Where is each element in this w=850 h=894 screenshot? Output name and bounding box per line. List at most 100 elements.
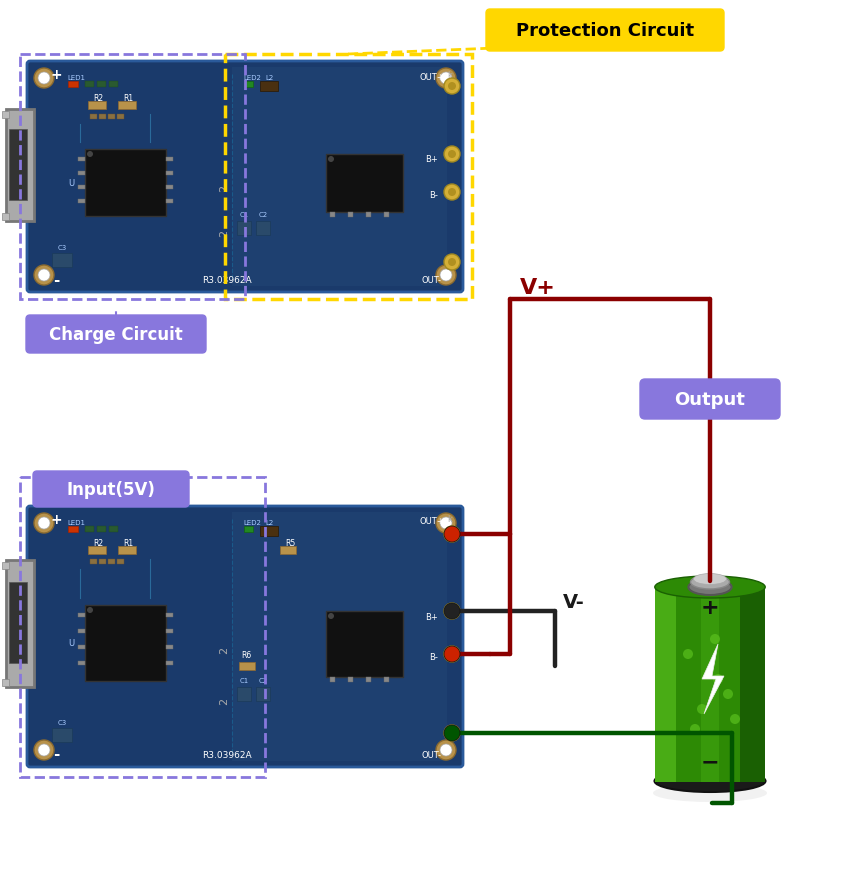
- Bar: [118, 102, 136, 110]
- Circle shape: [436, 513, 456, 534]
- Bar: [52, 254, 72, 267]
- Bar: [166, 629, 173, 633]
- Bar: [166, 158, 173, 162]
- Text: V+: V+: [520, 278, 556, 298]
- Circle shape: [440, 270, 452, 282]
- Text: U: U: [68, 639, 74, 648]
- Circle shape: [710, 634, 720, 645]
- Text: k: k: [448, 515, 452, 524]
- Text: C3: C3: [58, 245, 66, 250]
- Text: B+: B+: [425, 155, 438, 164]
- Bar: [118, 546, 136, 554]
- Bar: [97, 527, 106, 533]
- Circle shape: [444, 147, 460, 163]
- Text: L2: L2: [266, 75, 274, 81]
- Circle shape: [448, 650, 456, 658]
- Bar: [239, 662, 255, 670]
- Text: R5: R5: [285, 538, 295, 547]
- Bar: [78, 158, 85, 162]
- Bar: [366, 678, 371, 682]
- Text: L2: L2: [266, 519, 274, 526]
- Bar: [85, 150, 166, 216]
- Bar: [348, 678, 353, 682]
- Bar: [90, 114, 97, 120]
- Bar: [2, 679, 9, 687]
- Bar: [330, 213, 335, 218]
- Text: C2: C2: [258, 678, 268, 683]
- Circle shape: [690, 724, 700, 734]
- Ellipse shape: [694, 574, 727, 585]
- Bar: [85, 527, 94, 533]
- Circle shape: [34, 69, 54, 89]
- FancyBboxPatch shape: [26, 316, 206, 354]
- Bar: [109, 527, 118, 533]
- Circle shape: [448, 189, 456, 197]
- Text: Protection Circuit: Protection Circuit: [516, 22, 694, 40]
- Text: +: +: [50, 68, 62, 82]
- Text: C3: C3: [58, 719, 66, 725]
- Circle shape: [436, 69, 456, 89]
- Text: LED1: LED1: [67, 75, 85, 81]
- Circle shape: [448, 83, 456, 91]
- Circle shape: [444, 527, 460, 543]
- FancyBboxPatch shape: [33, 471, 189, 508]
- Circle shape: [34, 513, 54, 534]
- Bar: [2, 214, 9, 221]
- Bar: [326, 155, 403, 213]
- Text: OUT+: OUT+: [420, 72, 445, 81]
- Bar: [68, 82, 78, 88]
- Circle shape: [444, 725, 460, 741]
- Text: B-: B-: [429, 190, 438, 199]
- Circle shape: [436, 740, 456, 760]
- Bar: [654, 587, 765, 782]
- Circle shape: [444, 603, 460, 620]
- Circle shape: [444, 646, 460, 662]
- Bar: [85, 82, 94, 88]
- FancyBboxPatch shape: [27, 62, 463, 292]
- Bar: [366, 213, 371, 218]
- Text: OUT+: OUT+: [420, 517, 445, 526]
- Text: LED2: LED2: [243, 519, 261, 526]
- Ellipse shape: [688, 579, 732, 595]
- Bar: [326, 611, 403, 678]
- Text: 2: 2: [219, 696, 229, 704]
- Bar: [701, 587, 719, 782]
- Circle shape: [444, 603, 460, 620]
- Text: C1: C1: [240, 212, 248, 218]
- Bar: [117, 114, 124, 120]
- Ellipse shape: [653, 784, 767, 802]
- Circle shape: [723, 689, 733, 699]
- Circle shape: [87, 607, 93, 613]
- Bar: [97, 82, 106, 88]
- Bar: [256, 687, 270, 701]
- Circle shape: [444, 725, 460, 741]
- Bar: [99, 114, 106, 120]
- Bar: [166, 186, 173, 190]
- Bar: [166, 645, 173, 649]
- Bar: [244, 527, 253, 533]
- Circle shape: [440, 73, 452, 85]
- Text: R3.03962A: R3.03962A: [202, 275, 252, 284]
- Bar: [2, 112, 9, 119]
- Circle shape: [38, 270, 50, 282]
- Bar: [99, 560, 106, 564]
- Circle shape: [444, 255, 460, 271]
- Bar: [9, 582, 27, 663]
- Circle shape: [444, 527, 460, 543]
- Circle shape: [697, 704, 707, 714]
- Text: R1: R1: [123, 93, 133, 103]
- Bar: [78, 662, 85, 665]
- Bar: [6, 561, 34, 687]
- Circle shape: [440, 518, 452, 529]
- Bar: [90, 560, 97, 564]
- Text: U: U: [68, 178, 74, 187]
- Circle shape: [38, 744, 50, 756]
- Bar: [109, 82, 118, 88]
- Circle shape: [448, 258, 456, 266]
- Bar: [330, 678, 335, 682]
- Circle shape: [448, 530, 456, 538]
- Circle shape: [436, 266, 456, 286]
- Circle shape: [38, 518, 50, 529]
- Bar: [6, 110, 34, 222]
- Text: V-: V-: [563, 592, 585, 611]
